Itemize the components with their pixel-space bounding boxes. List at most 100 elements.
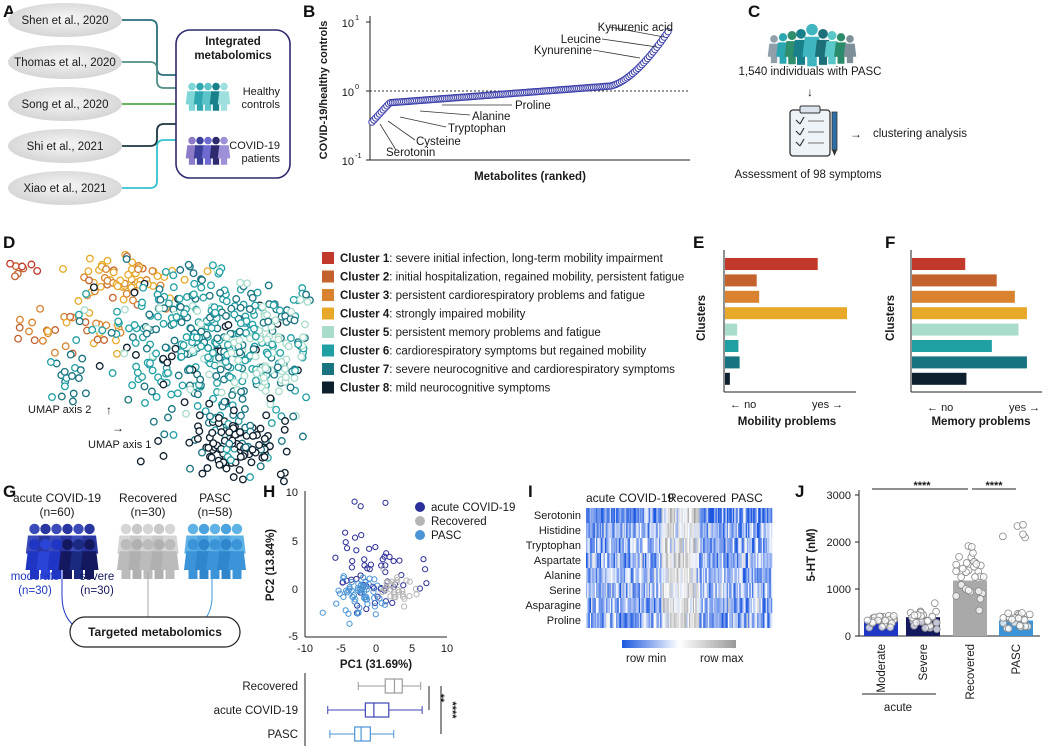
heatmap-cell <box>730 568 733 583</box>
heatmap-cell <box>609 538 612 553</box>
heatmap-cell <box>667 598 670 613</box>
umap-point <box>172 313 181 321</box>
heatmap-cell <box>640 598 642 613</box>
pca-point-acute <box>396 557 403 564</box>
heatmap-cell <box>641 553 643 568</box>
heatmap-cell <box>601 523 603 538</box>
heatmap-cell <box>672 538 675 553</box>
heatmap-cell <box>750 613 753 628</box>
heatmap-cell <box>689 568 691 583</box>
heatmap-cell <box>611 553 613 568</box>
heatmap-cell <box>705 613 707 628</box>
umap-point <box>291 366 300 375</box>
heatmap-cell <box>686 538 689 553</box>
heatmap-cell <box>648 568 651 583</box>
heatmap-cell <box>665 568 667 583</box>
umap-point <box>189 269 198 278</box>
umap-point <box>234 356 243 365</box>
heatmap-cell <box>613 583 616 598</box>
umap-point <box>197 342 205 351</box>
umap-point <box>69 389 78 398</box>
j-data-point <box>921 624 929 632</box>
heatmap-cell <box>637 568 640 583</box>
heatmap-cell <box>593 598 596 613</box>
heatmap-cell <box>695 613 697 628</box>
umap-point <box>155 304 164 313</box>
heatmap-cell <box>756 553 759 568</box>
heatmap-cell <box>663 613 666 628</box>
pca-point-acute <box>342 539 349 546</box>
heatmap-cell <box>645 613 647 628</box>
heatmap-cell <box>699 598 701 613</box>
heatmap-cell <box>627 508 630 523</box>
heatmap-cell <box>656 538 658 553</box>
heatmap-cell <box>763 598 765 613</box>
heatmap-cell <box>731 598 734 613</box>
umap-point <box>142 329 151 338</box>
study-label: Xiao et al., 2021 <box>23 183 106 195</box>
heatmap-cell <box>699 508 701 523</box>
umap-point <box>68 397 77 406</box>
pca-point-acute <box>358 531 365 539</box>
heatmap-cell <box>676 598 679 613</box>
heatmap-cell <box>722 538 725 553</box>
heatmap-cell <box>613 568 616 583</box>
umap-point <box>226 456 235 465</box>
heatmap-cell <box>663 598 666 613</box>
heatmap-cell <box>616 523 618 538</box>
heatmap-cell <box>769 523 772 538</box>
b-ylabel: COVID-19/healthy controls <box>318 21 330 160</box>
heatmap-cell <box>622 598 625 613</box>
heatmap-cell <box>677 508 680 523</box>
e-bars <box>725 258 847 385</box>
heatmap-cell <box>694 568 696 583</box>
heatmap-cell <box>663 583 666 598</box>
heatmap-cell <box>711 508 714 523</box>
heatmap-cell <box>642 508 645 523</box>
heatmap-cell <box>692 613 695 628</box>
heatmap-cell <box>596 613 598 628</box>
heatmap-cell <box>717 583 720 598</box>
heatmap-cell <box>589 613 592 628</box>
heatmap-cell <box>606 508 608 523</box>
j-data-point <box>952 560 960 569</box>
arrow-left-icon: ← <box>927 402 941 414</box>
j-data-point <box>933 625 941 633</box>
heatmap-cell <box>637 598 640 613</box>
umap-point <box>61 342 70 351</box>
heatmap-cell <box>709 538 711 553</box>
h-xtick: 5 <box>409 643 415 655</box>
heatmap-cell <box>642 523 645 538</box>
heatmap-cell <box>675 523 677 538</box>
heatmap-cell <box>725 598 728 613</box>
heatmap-cell <box>629 538 632 553</box>
umap-point <box>290 316 299 325</box>
heatmap-cell <box>614 613 617 628</box>
heatmap-cell <box>744 508 746 523</box>
bar <box>725 307 847 320</box>
heatmap-cell <box>662 583 665 598</box>
umap-point <box>85 254 94 263</box>
umap-point <box>180 398 189 407</box>
heatmap-cell <box>598 523 601 538</box>
heatmap-cell <box>643 523 646 538</box>
heatmap-cell <box>749 553 751 568</box>
heatmap-cell <box>679 538 681 553</box>
heatmap-cell <box>691 523 694 538</box>
heatmap-cell <box>748 613 750 628</box>
heatmap-cell <box>770 538 773 553</box>
c-arrow-down-icon: ↓ <box>807 85 813 99</box>
umap-point <box>152 325 161 334</box>
heatmap-cell <box>768 613 770 628</box>
heatmap-cell <box>621 523 623 538</box>
heatmap-cell <box>631 523 633 538</box>
heatmap-cell <box>702 598 705 613</box>
heatmap-cell <box>622 523 625 538</box>
heatmap-cell <box>614 568 617 583</box>
heatmap-cell <box>675 583 677 598</box>
heatmap-cell <box>640 523 642 538</box>
umap-point <box>204 344 213 352</box>
panel-a: Shen et al., 2020 Thomas et al., 2020 So… <box>8 3 291 205</box>
heatmap-cell <box>720 583 723 598</box>
j-data-point <box>881 616 890 625</box>
